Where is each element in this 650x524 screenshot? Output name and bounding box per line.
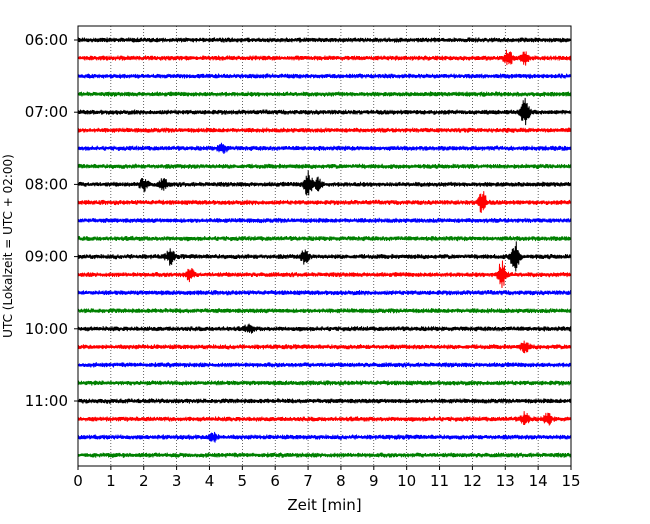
seismic-trace (77, 191, 572, 213)
x-tick-label: 12 (463, 472, 482, 490)
seismic-trace (77, 170, 572, 196)
x-tick-label: 0 (73, 472, 83, 490)
x-tick-label: 15 (561, 472, 580, 490)
seismic-trace (77, 308, 572, 314)
seismic-trace (77, 362, 572, 368)
seismic-trace (77, 49, 572, 66)
seismic-trace (77, 37, 572, 43)
x-tick-label: 4 (205, 472, 215, 490)
x-axis-ticks: 0 1 2 3 4 5 6 7 8 9 10 11 12 13 14 15 (73, 466, 581, 490)
seismic-trace (77, 97, 572, 126)
grid-lines (110, 26, 539, 466)
seismic-trace (77, 260, 572, 289)
seismic-trace (77, 235, 572, 242)
x-tick-label: 6 (270, 472, 280, 490)
seismic-trace (77, 340, 572, 354)
seismic-trace (77, 323, 572, 334)
y-axis-label: UTC (Lokalzeit = UTC + 02:00) (1, 154, 15, 338)
x-tick-label: 5 (238, 472, 248, 490)
seismic-trace (77, 142, 572, 155)
x-tick-label: 8 (336, 472, 346, 490)
seismic-trace (77, 411, 572, 426)
y-tick-label: 08:00 (25, 175, 68, 193)
x-tick-label: 14 (529, 472, 548, 490)
seismic-trace (77, 127, 572, 134)
x-tick-label: 2 (139, 472, 149, 490)
seismic-trace (77, 217, 572, 224)
seismic-trace (77, 380, 572, 386)
y-tick-label: 10:00 (25, 320, 68, 338)
seismic-trace (77, 91, 572, 97)
y-tick-label: 06:00 (25, 31, 68, 49)
x-tick-label: 7 (303, 472, 313, 490)
x-tick-label: 3 (172, 472, 182, 490)
seismic-trace (77, 289, 572, 296)
x-tick-label: 9 (369, 472, 379, 490)
seismic-trace (77, 73, 572, 80)
y-tick-label: 07:00 (25, 103, 68, 121)
x-tick-label: 11 (430, 472, 449, 490)
x-tick-label: 13 (496, 472, 515, 490)
seismic-trace (77, 241, 572, 272)
plot-frame (77, 25, 572, 467)
traces (77, 37, 572, 459)
seismic-trace (77, 398, 572, 404)
x-tick-label: 1 (106, 472, 116, 490)
seismic-trace (77, 163, 572, 170)
seismic-trace (77, 452, 572, 459)
y-axis-ticks: 06:00 07:00 08:00 09:00 10:00 11:00 (25, 31, 78, 410)
y-tick-label: 11:00 (25, 392, 68, 410)
x-tick-label: 10 (397, 472, 416, 490)
y-tick-label: 09:00 (25, 248, 68, 266)
x-axis-label: Zeit [min] (287, 496, 361, 514)
seismic-trace (77, 431, 572, 443)
